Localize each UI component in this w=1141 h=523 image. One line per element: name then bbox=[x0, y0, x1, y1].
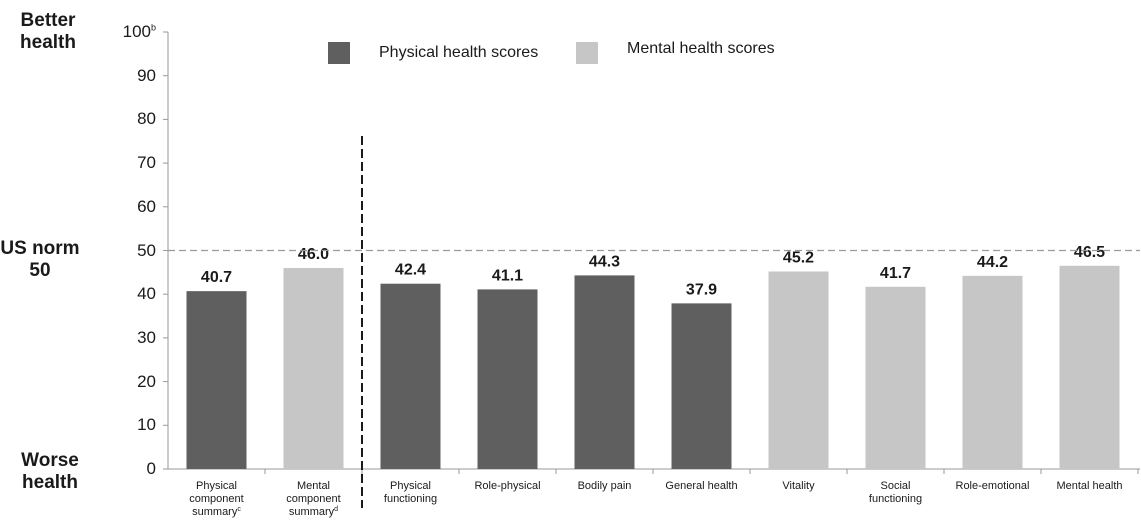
bar-value-label: 41.7 bbox=[880, 265, 911, 282]
legend-physical-swatch bbox=[328, 42, 350, 64]
y-tick-label: 50 bbox=[137, 240, 156, 260]
bar-physical bbox=[477, 289, 538, 469]
x-category-label-line: functioning bbox=[869, 493, 922, 505]
y-tick-label: 60 bbox=[137, 196, 156, 216]
x-category-label-line: Vitality bbox=[782, 480, 815, 492]
bar-physical bbox=[671, 303, 732, 469]
worse-health-line2: health bbox=[22, 472, 78, 493]
x-category-label-line: Physical bbox=[196, 480, 237, 492]
x-category-label-line: Mental bbox=[297, 480, 330, 492]
y-tick-label: 10 bbox=[137, 415, 156, 435]
bar-value-label: 46.0 bbox=[298, 246, 329, 263]
bar-value-label: 37.9 bbox=[686, 281, 717, 298]
x-category-label: Mental health bbox=[1056, 480, 1122, 492]
x-category-label-line: Role-emotional bbox=[956, 480, 1030, 492]
bar-value-label: 46.5 bbox=[1074, 244, 1105, 261]
x-category-label-line: summary bbox=[192, 506, 238, 518]
x-category-label-line: Social bbox=[881, 480, 911, 492]
x-category-label-line: Bodily pain bbox=[578, 480, 632, 492]
x-category-label: Role-physical bbox=[474, 480, 540, 492]
bar-mental bbox=[1059, 265, 1120, 469]
bar-value-label: 41.1 bbox=[492, 267, 523, 284]
us-norm-line2: 50 bbox=[29, 260, 51, 281]
bar-mental bbox=[962, 275, 1023, 469]
x-category-footnote: c bbox=[237, 506, 241, 513]
bar-physical bbox=[380, 283, 441, 469]
x-category-label: Physical functioning bbox=[384, 480, 437, 505]
x-category-label: Vitality bbox=[782, 480, 815, 492]
x-category-label-line: Mental health bbox=[1056, 480, 1122, 492]
legend-mental-swatch bbox=[576, 42, 598, 64]
x-category-label: General health bbox=[665, 480, 737, 492]
y-tick-footnote: b bbox=[150, 22, 156, 33]
bar-mental bbox=[865, 286, 926, 469]
y-tick-label: 30 bbox=[137, 327, 156, 347]
x-category-footnote: d bbox=[334, 506, 338, 513]
worse-health-line1: Worse bbox=[21, 450, 79, 471]
x-category-label: Mental component summaryd bbox=[286, 480, 340, 518]
us-norm-label: US norm 50 bbox=[0, 238, 80, 282]
y-tick-label: 0 bbox=[146, 459, 156, 478]
y-tick-label: 20 bbox=[137, 371, 156, 391]
legend-mental-label: Mental health scores bbox=[627, 40, 775, 57]
legend-physical-label: Physical health scores bbox=[379, 44, 539, 61]
y-axis-tick-labels: 0 10 20 30 40 50 60 70 80 90 100b bbox=[100, 0, 156, 523]
bar-value-label: 40.7 bbox=[201, 269, 232, 286]
x-category-label-line: functioning bbox=[384, 493, 437, 505]
worse-health-label: Worse health bbox=[0, 450, 100, 494]
better-health-line2: health bbox=[20, 32, 76, 53]
x-category-label: Social functioning bbox=[869, 480, 922, 505]
x-category-label-line: Physical bbox=[390, 480, 431, 492]
x-category-label-line: General health bbox=[665, 480, 737, 492]
y-tick-label: 40 bbox=[137, 284, 156, 304]
bar-physical bbox=[574, 275, 635, 469]
x-category-label-line: summary bbox=[289, 506, 335, 518]
bar-mental bbox=[283, 267, 344, 469]
y-tick-label: 90 bbox=[137, 65, 156, 85]
x-category-label: Bodily pain bbox=[578, 480, 632, 492]
x-category-label-line: component bbox=[286, 493, 340, 505]
x-category-label: Role-emotional bbox=[956, 480, 1030, 492]
bar-mental bbox=[768, 271, 829, 469]
bar-value-label: 42.4 bbox=[395, 262, 426, 279]
y-tick-label: 70 bbox=[137, 153, 156, 173]
better-health-line1: Better bbox=[20, 10, 76, 31]
bar-value-label: 44.2 bbox=[977, 254, 1008, 271]
bar-value-label: 44.3 bbox=[589, 253, 620, 270]
y-tick-label: 100b bbox=[122, 22, 156, 41]
y-tick-label: 80 bbox=[137, 109, 156, 129]
x-category-label-line: component bbox=[189, 493, 243, 505]
bar-physical bbox=[186, 291, 247, 469]
us-norm-line1: US norm bbox=[0, 238, 80, 259]
x-category-label: Physical component summaryc bbox=[189, 480, 243, 518]
bar-value-label: 45.2 bbox=[783, 249, 814, 266]
better-health-label: Better health bbox=[0, 10, 96, 54]
x-category-label-line: Role-physical bbox=[474, 480, 540, 492]
